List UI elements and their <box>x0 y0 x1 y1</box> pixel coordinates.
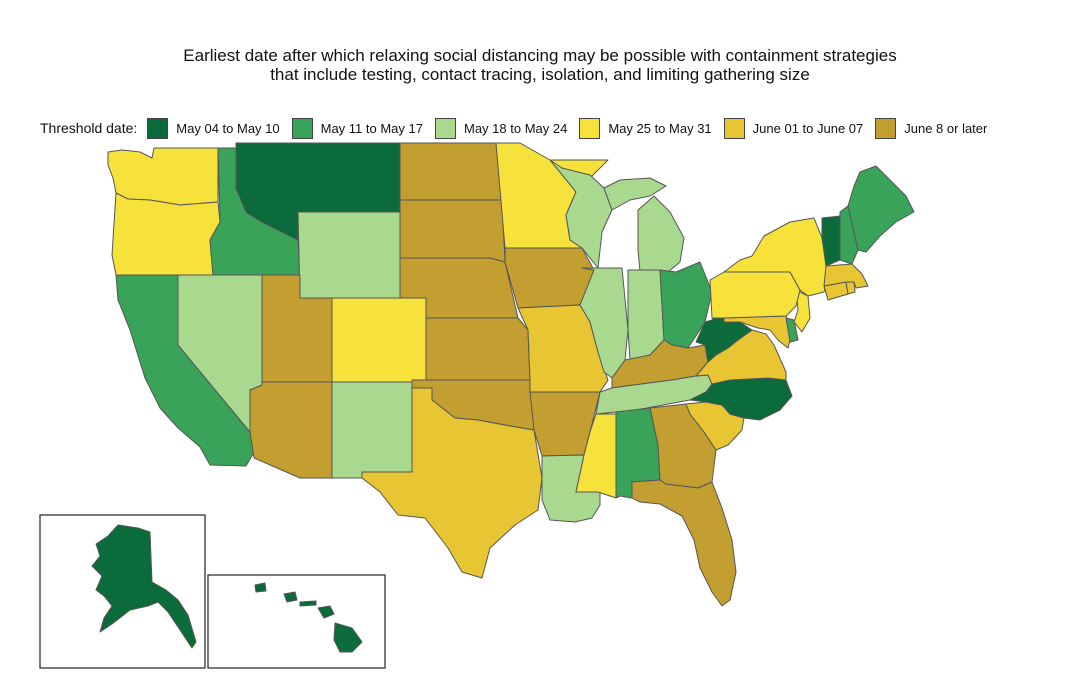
state-hawaii-maui[interactable] <box>317 605 335 619</box>
state-rhode-island[interactable] <box>845 281 856 295</box>
legend-item-c2: May 11 to May 17 <box>291 117 423 139</box>
legend: Threshold date: May 04 to May 10 May 11 … <box>40 117 999 139</box>
state-vermont[interactable] <box>821 215 841 267</box>
legend-text-c3: May 18 to May 24 <box>464 120 568 136</box>
state-new-hampshire[interactable] <box>839 205 859 265</box>
state-delaware[interactable] <box>785 317 799 343</box>
legend-text-c6: June 8 or later <box>904 120 988 136</box>
state-hawaii-big-island[interactable] <box>333 622 363 653</box>
legend-text-c1: May 04 to May 10 <box>176 120 280 136</box>
state-alaska[interactable] <box>91 524 197 649</box>
legend-text-c5: June 01 to June 07 <box>752 120 864 136</box>
state-north-dakota[interactable] <box>399 142 503 201</box>
legend-swatch-c5 <box>723 117 745 139</box>
state-colorado[interactable] <box>331 297 427 383</box>
state-washington[interactable] <box>107 147 219 206</box>
legend-item-c6: June 8 or later <box>875 117 988 139</box>
state-maine[interactable] <box>847 165 915 253</box>
legend-swatch-c4 <box>579 117 601 139</box>
state-hawaii-kauai[interactable] <box>254 582 267 593</box>
state-wisconsin[interactable] <box>549 159 613 269</box>
state-massachusetts[interactable] <box>823 263 869 289</box>
state-south-dakota[interactable] <box>399 199 506 263</box>
state-michigan[interactable] <box>637 195 685 273</box>
state-oregon[interactable] <box>111 192 221 276</box>
state-wyoming[interactable] <box>297 211 401 299</box>
legend-text-c4: May 25 to May 31 <box>608 120 712 136</box>
legend-label: Threshold date: <box>40 120 138 136</box>
legend-swatch-c1 <box>147 117 169 139</box>
state-iowa[interactable] <box>504 247 595 309</box>
state-kansas[interactable] <box>425 317 531 381</box>
state-hawaii-oahu[interactable] <box>283 591 298 603</box>
legend-item-c3: May 18 to May 24 <box>435 117 568 139</box>
legend-item-c1: May 04 to May 10 <box>147 117 280 139</box>
legend-item-c4: May 25 to May 31 <box>579 117 712 139</box>
legend-item-c5: June 01 to June 07 <box>723 117 864 139</box>
title-line-1: Earliest date after which relaxing socia… <box>183 46 897 65</box>
alaska-inset-frame <box>39 514 206 669</box>
map-title: Earliest date after which relaxing socia… <box>0 46 1080 84</box>
state-texas[interactable] <box>361 387 543 579</box>
state-florida[interactable] <box>631 479 737 607</box>
legend-text-c2: May 11 to May 17 <box>320 120 423 136</box>
legend-swatch-c2 <box>291 117 313 139</box>
state-new-mexico[interactable] <box>331 381 413 479</box>
hawaii-inset-frame <box>207 574 386 669</box>
state-michigan-upper[interactable] <box>603 177 667 211</box>
state-hawaii-molokai[interactable] <box>299 600 317 607</box>
state-arizona[interactable] <box>249 381 333 479</box>
state-illinois[interactable] <box>579 267 629 379</box>
title-line-2: that include testing, contact tracing, i… <box>270 65 810 84</box>
legend-swatch-c6 <box>875 117 897 139</box>
legend-swatch-c3 <box>435 117 456 139</box>
state-pennsylvania[interactable] <box>709 271 801 319</box>
